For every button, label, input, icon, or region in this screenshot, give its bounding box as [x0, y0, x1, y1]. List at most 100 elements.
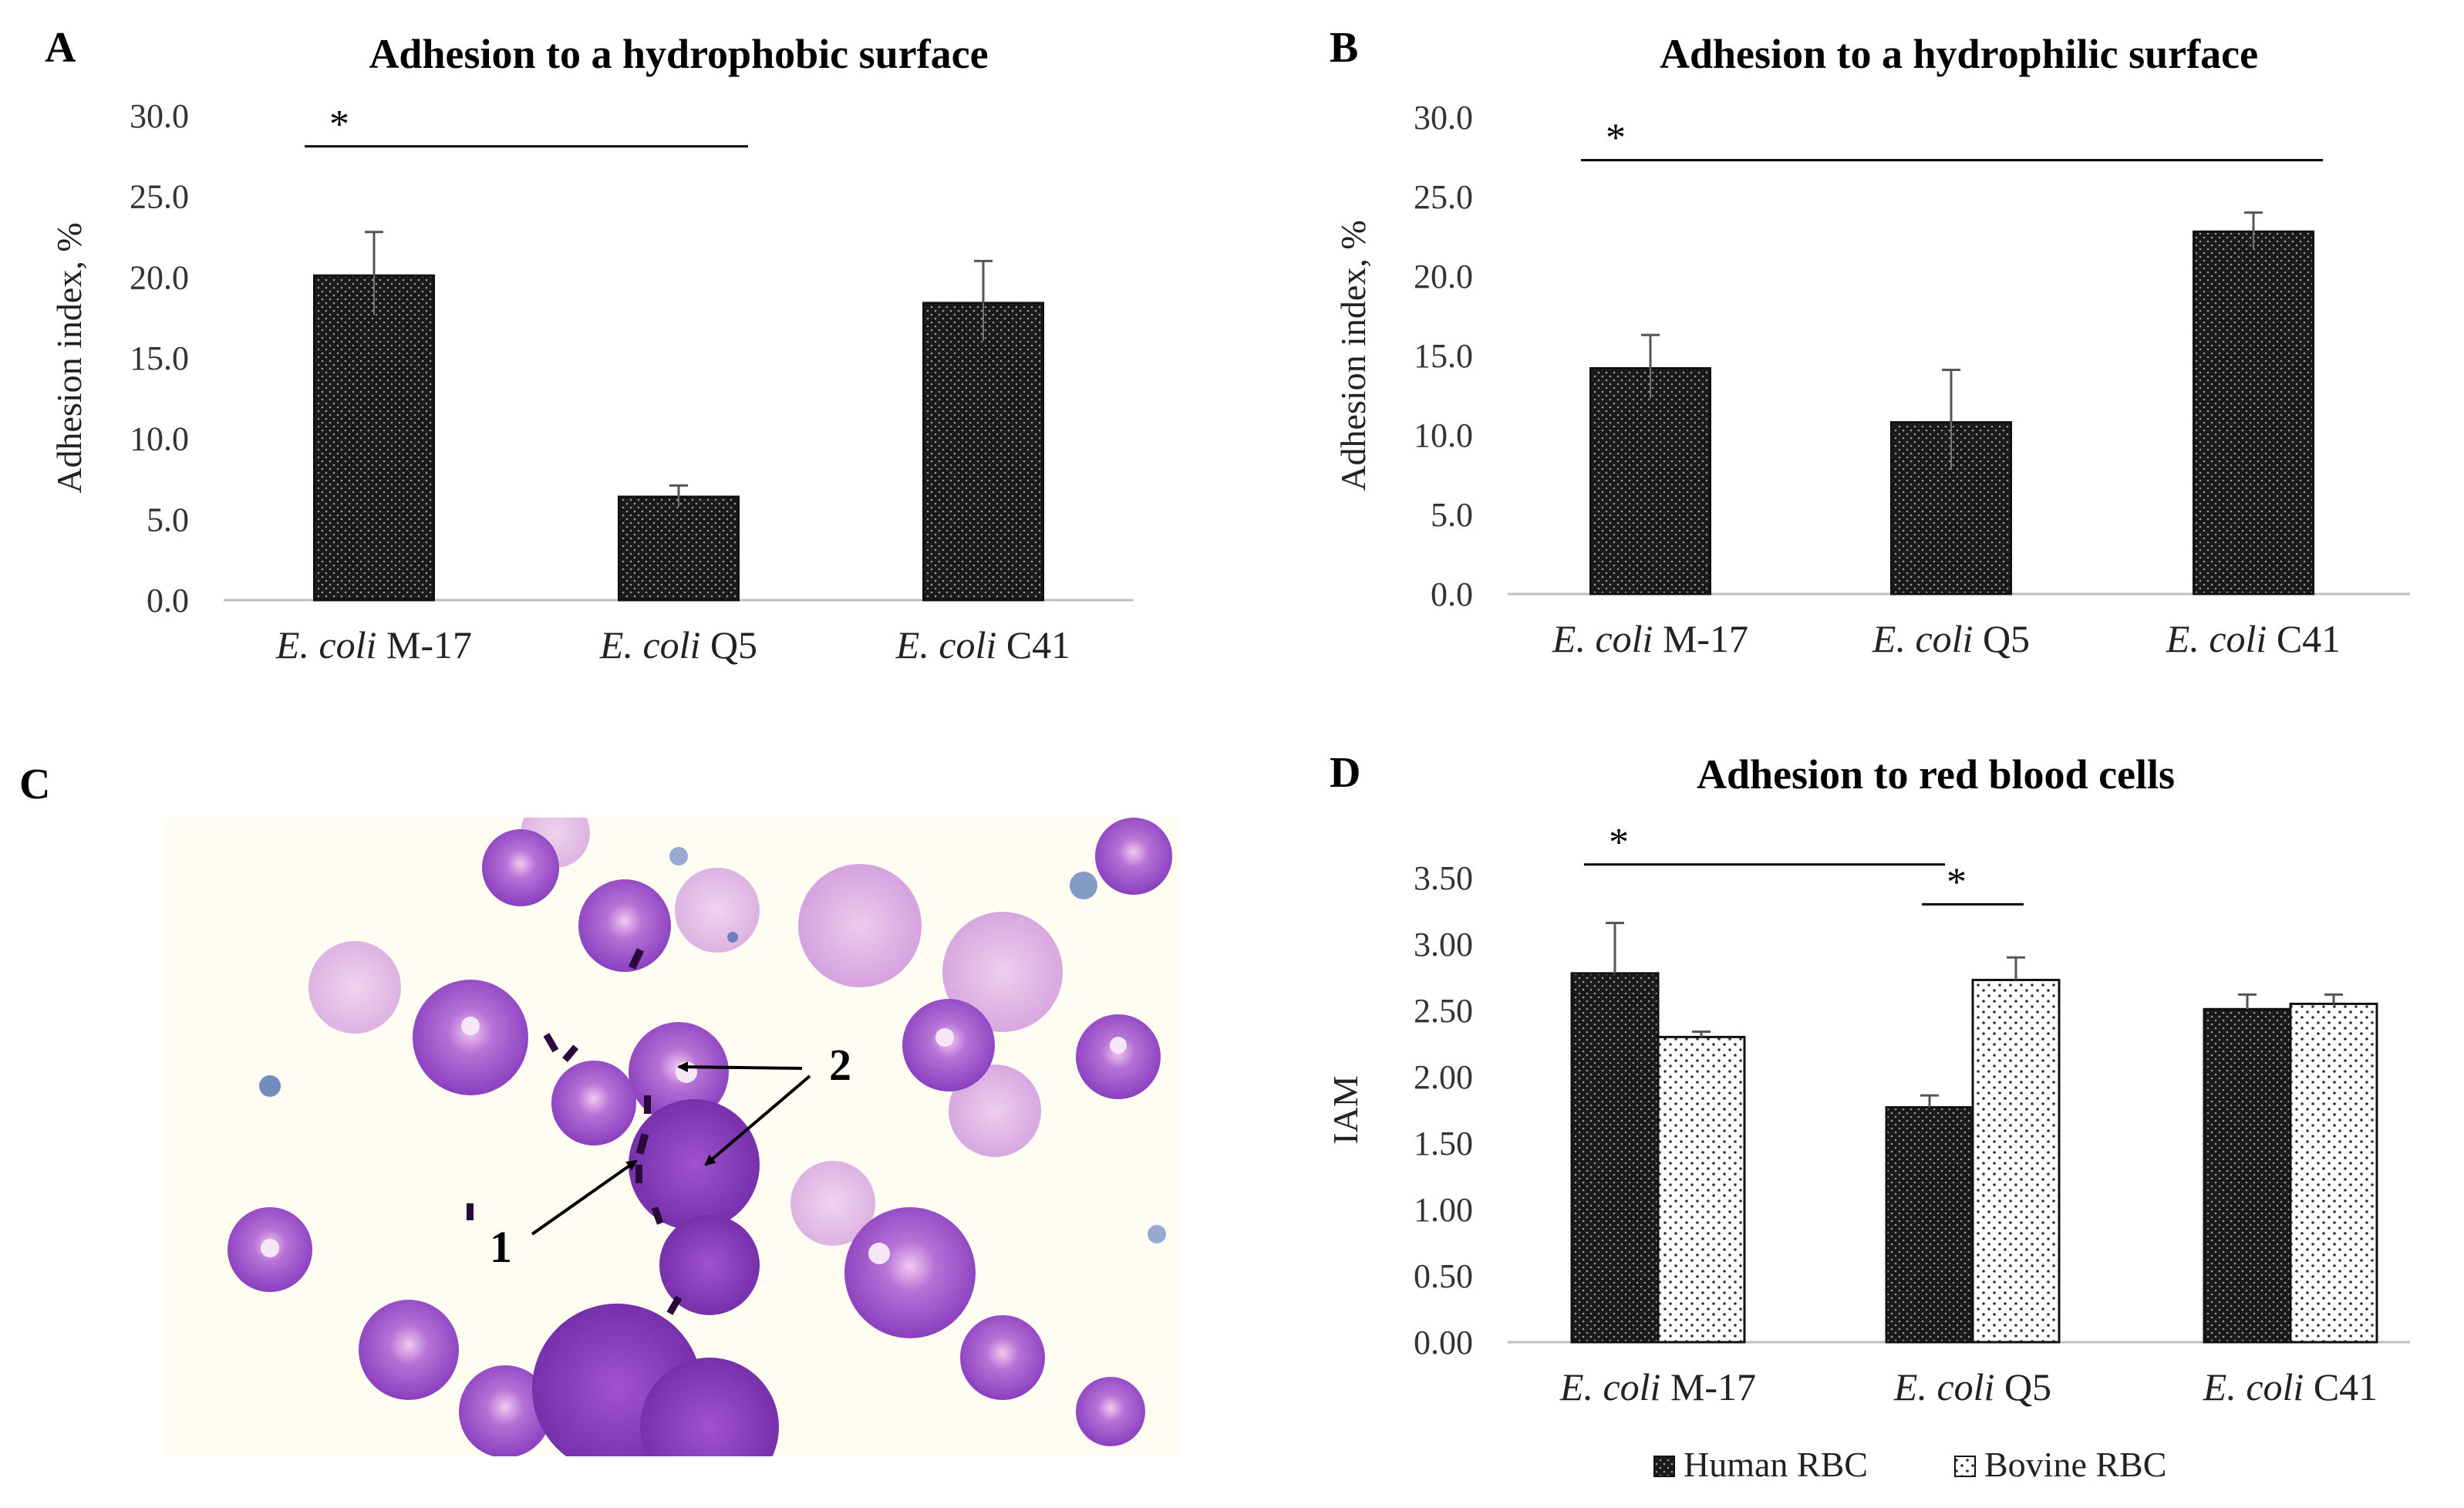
blue-dot: [727, 932, 738, 943]
y-tick-label: 20.0: [130, 258, 189, 296]
y-tick-label: 0.0: [1431, 575, 1473, 613]
bacterium: [651, 1206, 664, 1225]
y-tick-label: 10.0: [130, 420, 189, 458]
cell: [675, 868, 760, 953]
bar: [2289, 1002, 2378, 1344]
bar: [922, 302, 1044, 602]
cell-center: [261, 1239, 279, 1257]
chart-b-hydrophilic: Adhesion to a hydrophilic surface 0.0 5.0 1…: [1333, 31, 2410, 660]
legend-swatch: [1653, 1456, 1675, 1477]
cell: [960, 1315, 1045, 1400]
cell: [359, 1300, 459, 1400]
category-label: E. coli Q5: [1893, 1365, 2051, 1408]
chart-d-red-blood-cells: Adhesion to red blood cells 0.00 0.50 1.00 1…: [1326, 751, 2410, 1484]
cell: [551, 1061, 636, 1145]
bar: [1657, 1035, 1746, 1344]
category-label: E. coli C41: [895, 623, 1070, 666]
y-axis-title: IAM: [1326, 1075, 1365, 1144]
significance-star: *: [1947, 860, 1967, 904]
y-tick-label: 1.50: [1414, 1125, 1473, 1162]
significance-star: *: [1609, 821, 1629, 865]
category-label-rest: Q5: [1973, 617, 2030, 660]
legend-swatch: [1954, 1456, 1976, 1477]
chart-title: Adhesion to red blood cells: [1697, 751, 2175, 798]
panel-letter-a: A: [45, 24, 76, 72]
category-label-italic: E. coli: [2203, 1365, 2304, 1408]
category-label: E. coli Q5: [1872, 617, 2030, 660]
bar: [618, 495, 740, 602]
panel-letter-b: B: [1330, 24, 1358, 72]
y-tick-label: 5.0: [147, 501, 189, 538]
category-label: E. coli M-17: [275, 623, 472, 666]
category-label: E. coli M-17: [1559, 1365, 1756, 1408]
category-label: E. coli Q5: [599, 623, 757, 666]
category-label-rest: M-17: [376, 623, 472, 666]
bacterium: [543, 1033, 559, 1053]
significance-star: *: [1606, 116, 1626, 160]
y-tick-label: 0.0: [147, 582, 189, 619]
category-label-rest: C41: [2267, 617, 2341, 660]
category-label-italic: E. coli: [1559, 1365, 1661, 1408]
cell: [659, 1215, 760, 1315]
cell: [640, 1358, 779, 1456]
bar: [2203, 1007, 2292, 1344]
category-label-rest: M-17: [1653, 617, 1748, 660]
annotation-label-2: 2: [829, 1040, 851, 1090]
cell: [942, 912, 1063, 1032]
y-tick-label: 30.0: [1414, 99, 1473, 137]
category-label-rest: C41: [2304, 1365, 2378, 1408]
blue-dot: [259, 1075, 281, 1097]
annotation-arrow: [531, 1159, 638, 1236]
cell: [790, 1161, 875, 1246]
cell: [1095, 818, 1172, 895]
bar: [313, 274, 435, 602]
cell: [308, 941, 401, 1034]
category-label: E. coli C41: [2203, 1365, 2378, 1408]
y-tick-label: 10.0: [1414, 417, 1473, 454]
category-label-rest: M-17: [1660, 1365, 1756, 1408]
cell: [844, 1207, 976, 1338]
y-tick-label: 15.0: [1414, 337, 1473, 375]
cell-center: [676, 1061, 697, 1083]
category-label-rest: Q5: [1994, 1365, 2051, 1408]
legend-label: Bovine RBC: [1984, 1445, 2166, 1484]
category-label-rest: Q5: [700, 623, 757, 666]
y-tick-label: 30.0: [130, 97, 189, 135]
micrograph-image: 2 1: [162, 818, 1180, 1456]
blue-dot: [669, 847, 688, 865]
annotation-arrow: [677, 1061, 803, 1073]
category-label-italic: E. coli: [599, 623, 701, 666]
category-label: E. coli C41: [2166, 617, 2341, 660]
panel-letter-c: C: [19, 761, 50, 808]
panel-letter-d: D: [1330, 749, 1360, 797]
bacterium: [666, 1295, 683, 1315]
y-tick-label: 20.0: [1414, 258, 1473, 295]
y-tick-label: 2.00: [1414, 1058, 1473, 1096]
cell-center: [1110, 1037, 1127, 1054]
bacterium: [628, 948, 645, 970]
y-tick-label: 3.00: [1414, 926, 1473, 963]
category-label-italic: E. coli: [2166, 617, 2267, 660]
annotation-label-1: 1: [490, 1222, 512, 1272]
chart-a-hydrophobic: Adhesion to a hydrophobic surface 0.0 5.0 1…: [49, 31, 1134, 666]
category-label-italic: E. coli: [275, 623, 377, 666]
cell: [798, 864, 922, 987]
bar: [1570, 972, 1660, 1344]
cell-center: [935, 1028, 954, 1047]
category-label-italic: E. coli: [895, 623, 997, 666]
category-label-italic: E. coli: [1893, 1365, 1995, 1408]
cell-center: [461, 1017, 480, 1035]
category-label: E. coli M-17: [1552, 617, 1748, 660]
bar: [1589, 366, 1711, 595]
y-axis-title: Adhesion index, %: [1333, 220, 1373, 491]
bacterium: [467, 1203, 474, 1220]
blue-dot: [1148, 1225, 1166, 1243]
cell: [949, 1064, 1041, 1157]
category-label-rest: C41: [996, 623, 1070, 666]
cell: [1076, 1377, 1145, 1446]
y-tick-label: 2.50: [1414, 992, 1473, 1030]
y-tick-label: 3.50: [1414, 859, 1473, 897]
significance-star: *: [329, 103, 349, 147]
y-tick-label: 25.0: [1414, 178, 1473, 216]
